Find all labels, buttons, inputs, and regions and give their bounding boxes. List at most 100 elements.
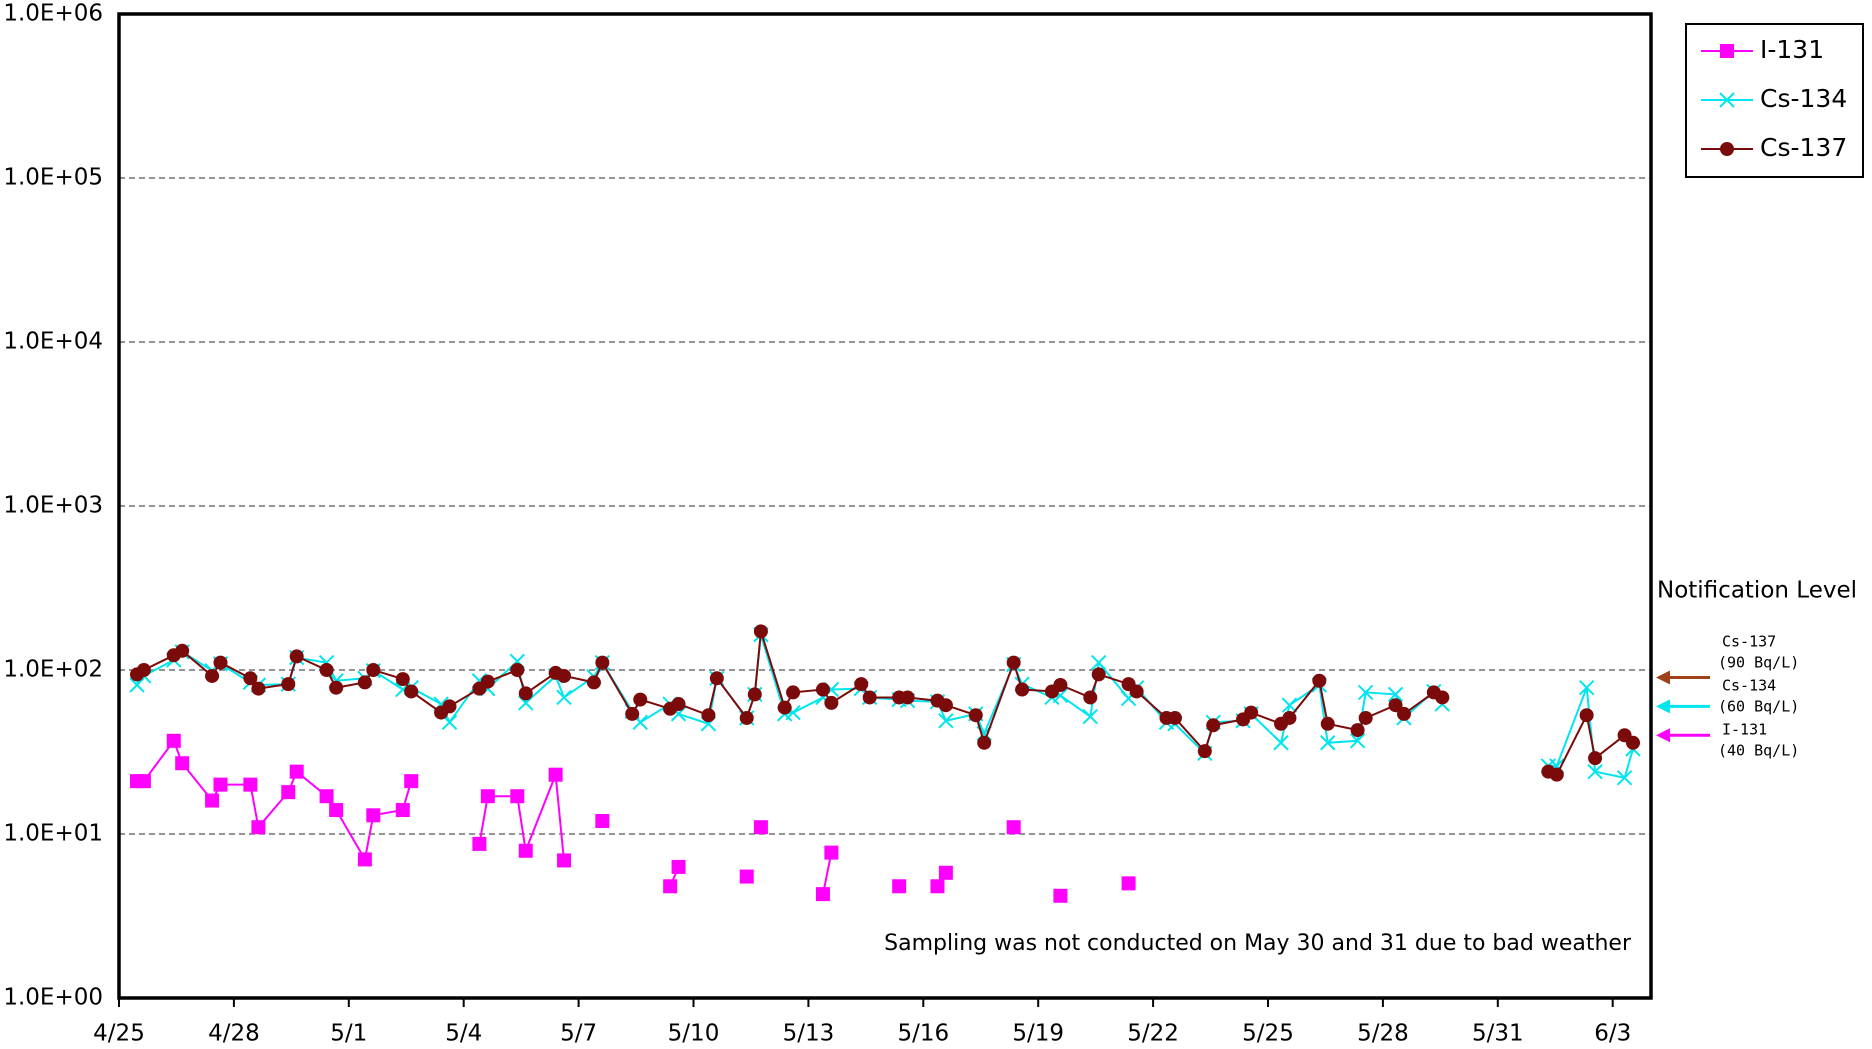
marker-square (281, 785, 296, 800)
marker-circle (1083, 690, 1098, 705)
marker-circle (977, 735, 992, 750)
marker-square (213, 777, 228, 792)
marker-square (938, 865, 953, 880)
marker-circle (1091, 667, 1106, 682)
marker-circle (243, 671, 258, 686)
marker-x (1273, 735, 1289, 751)
marker-square (136, 774, 151, 789)
marker-circle (753, 624, 768, 639)
marker-square (815, 887, 830, 902)
marker-circle (1625, 735, 1640, 750)
x-tick-label: 5/16 (897, 1021, 949, 1047)
marker-circle (968, 708, 983, 723)
marker-square (663, 879, 678, 894)
marker-square (892, 879, 907, 894)
marker-circle (329, 680, 344, 695)
y-tick-label: 1.0E+03 (3, 493, 103, 519)
marker-square (404, 774, 419, 789)
marker-circle (786, 685, 801, 700)
marker-square (289, 764, 304, 779)
x-tick-label: 5/31 (1472, 1021, 1524, 1047)
marker-circle (709, 671, 724, 686)
notification-arrowhead (1656, 699, 1670, 714)
marker-circle (701, 708, 716, 723)
marker-x (1357, 684, 1374, 701)
marker-square (739, 869, 754, 884)
marker-x (1719, 92, 1735, 108)
x-tick-label: 5/13 (783, 1021, 835, 1047)
y-tick-label: 1.0E+00 (3, 985, 103, 1011)
marker-circle (1015, 682, 1030, 697)
marker-square (671, 859, 686, 874)
notification-name: Cs-134 (1722, 677, 1776, 695)
marker-square (166, 733, 181, 748)
marker-circle (815, 682, 830, 697)
notification-name: Cs-137 (1722, 633, 1776, 651)
marker-circle (586, 675, 601, 690)
marker-circle (1129, 684, 1144, 699)
marker-circle (357, 675, 372, 690)
y-tick-label: 1.0E+02 (3, 657, 103, 683)
x-tick-label: 4/25 (93, 1021, 145, 1047)
annotation: Sampling was not conducted on May 30 and… (884, 931, 1632, 956)
marker-square (1006, 820, 1021, 835)
marker-circle (1549, 767, 1564, 782)
marker-circle (404, 684, 419, 699)
marker-x (1349, 733, 1366, 749)
marker-square (243, 777, 258, 792)
marker-circle (480, 674, 495, 689)
marker-square (930, 879, 945, 894)
marker-circle (1588, 751, 1603, 766)
marker-square (480, 789, 495, 804)
marker-square (329, 803, 344, 818)
marker-circle (900, 690, 915, 705)
marker-x (1387, 686, 1404, 703)
notification-title: Notification Level (1657, 578, 1857, 604)
x-tick-label: 5/19 (1012, 1021, 1064, 1047)
marker-circle (739, 710, 754, 725)
x-tick-label: 5/10 (668, 1021, 720, 1047)
marker-x (1082, 708, 1098, 725)
marker-circle (1579, 708, 1594, 723)
marker-square (824, 845, 839, 860)
x-tick-label: 6/3 (1594, 1021, 1631, 1047)
marker-circle (1396, 706, 1411, 721)
marker-square (510, 789, 525, 804)
marker-circle (1320, 716, 1335, 731)
marker-circle (251, 681, 266, 696)
marker-circle (1358, 710, 1373, 725)
marker-circle (366, 663, 381, 677)
marker-circle (319, 663, 334, 677)
axes: 1.0E+00 1.0E+01 1.0E+02 1.0E+03 1.0E+04 1.0E+… (3, 1, 1631, 1047)
marker-circle (1720, 142, 1734, 156)
marker-square (175, 756, 190, 771)
marker-x (1578, 679, 1595, 696)
notification-arrowhead (1656, 670, 1670, 685)
marker-circle (205, 668, 220, 683)
marker-square (753, 820, 768, 835)
marker-circle (1350, 723, 1365, 738)
marker-x (129, 677, 145, 693)
y-tick-label: 1.0E+06 (3, 1, 103, 27)
marker-circle (1244, 705, 1259, 720)
plot (129, 624, 1641, 903)
notification-levels: Cs-137 (90 Bq/L) Cs-134 (60 Bq/L) I-131 (40 B… (1656, 633, 1799, 760)
legend-label: Cs-134 (1760, 84, 1847, 113)
marker-square (1053, 888, 1068, 903)
marker-circle (862, 690, 877, 705)
marker-square (595, 814, 610, 829)
marker-circle (1197, 744, 1212, 759)
marker-circle (938, 698, 953, 713)
marker-circle (747, 687, 762, 702)
marker-square (395, 803, 410, 818)
x-tick-label: 4/28 (208, 1021, 260, 1047)
notification-arrowhead (1656, 728, 1670, 743)
marker-circle (1388, 698, 1403, 713)
marker-square (366, 808, 381, 823)
marker-x (1281, 697, 1298, 713)
marker-circle (777, 700, 792, 715)
marker-circle (213, 655, 228, 670)
legend: I-131 Cs-134 Cs-137 (1701, 35, 1847, 162)
marker-circle (854, 677, 869, 692)
